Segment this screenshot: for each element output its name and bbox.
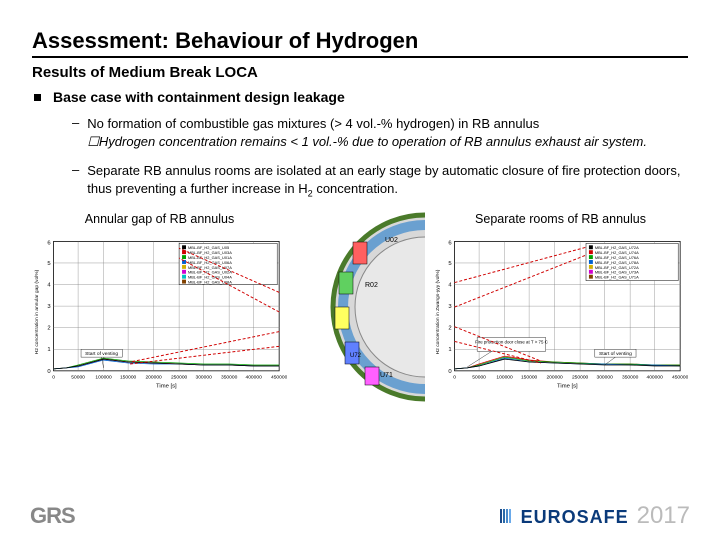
svg-text:400000: 400000 (646, 374, 663, 380)
svg-text:250000: 250000 (572, 374, 589, 380)
svg-text:3: 3 (448, 304, 452, 310)
svg-text:Time [s]: Time [s] (557, 383, 578, 389)
svg-text:6: 6 (47, 240, 51, 246)
svg-text:350000: 350000 (221, 374, 238, 380)
svg-text:450000: 450000 (271, 374, 287, 380)
chart-right-block: Separate rooms of RB annulus H2 concentr… (433, 212, 688, 407)
svg-text:300000: 300000 (195, 374, 212, 380)
bullet-dot (34, 94, 41, 101)
slide-subtitle: Results of Medium Break LOCA (32, 64, 688, 81)
svg-text:2: 2 (47, 325, 50, 331)
svg-text:U71: U71 (380, 372, 393, 379)
svg-text:0: 0 (453, 374, 456, 380)
svg-text:450000: 450000 (672, 374, 688, 380)
svg-text:R02: R02 (365, 282, 378, 289)
sub-bullet-1: – No formation of combustible gas mixtur… (72, 115, 688, 150)
svg-text:5: 5 (47, 260, 51, 266)
svg-text:1: 1 (47, 347, 50, 353)
svg-text:350000: 350000 (622, 374, 639, 380)
svg-text:100000: 100000 (496, 374, 513, 380)
slide-title: Assessment: Behaviour of Hydrogen (32, 28, 688, 58)
svg-text:MBL-BF_H2_GAS_U71A: MBL-BF_H2_GAS_U71A (595, 274, 639, 279)
svg-text:1: 1 (448, 347, 451, 353)
annulus-diagram-svg: U02 R02 U71 U72 (295, 212, 425, 402)
svg-text:Fire protection door close at: Fire protection door close at T > 75 C (475, 339, 549, 344)
svg-text:100000: 100000 (95, 374, 112, 380)
svg-text:150000: 150000 (521, 374, 538, 380)
bullet-dash: – (72, 162, 79, 177)
footer: GRS EUROSAFE 2017 (0, 502, 720, 530)
charts-container: Annular gap of RB annulus H2 concentrati… (32, 212, 688, 407)
svg-text:U72: U72 (350, 353, 362, 359)
svg-text:4: 4 (448, 282, 452, 288)
svg-text:2: 2 (448, 325, 451, 331)
svg-text:H2 concentration in Zwangs-yyy: H2 concentration in Zwangs-yyy (vol%) (435, 269, 441, 354)
chart-left-svg: H2 concentration in annular gap (vol%) (32, 232, 287, 392)
chart-left-title: Annular gap of RB annulus (32, 212, 287, 226)
svg-text:150000: 150000 (120, 374, 137, 380)
svg-text:MBL-BF_H2_GAS_U08A: MBL-BF_H2_GAS_U08A (188, 279, 232, 284)
eurosafe-year: 2017 (637, 502, 690, 530)
chart-right-svg: H2 concentration in Zwangs-yyy (vol%) 0 1… (433, 232, 688, 392)
svg-text:6: 6 (448, 240, 452, 246)
svg-text:5: 5 (448, 260, 452, 266)
svg-text:0: 0 (52, 374, 55, 380)
svg-text:0: 0 (47, 368, 51, 374)
center-diagram: U02 R02 U71 U72 (295, 212, 425, 407)
chart-right-title: Separate rooms of RB annulus (433, 212, 688, 226)
logo-eurosafe: EUROSAFE 2017 (500, 502, 690, 530)
sub-bullet-2: – Separate RB annulus rooms are isolated… (72, 162, 688, 199)
eurosafe-bars-icon (500, 509, 511, 523)
svg-text:300000: 300000 (596, 374, 613, 380)
svg-text:50000: 50000 (472, 374, 486, 380)
svg-text:200000: 200000 (145, 374, 162, 380)
svg-text:H2 concentration in annular ga: H2 concentration in annular gap (vol%) (34, 269, 40, 354)
svg-text:U02: U02 (385, 237, 398, 244)
bullet1-text: Base case with containment design leakag… (53, 89, 345, 105)
svg-text:Start of venting: Start of venting (85, 351, 118, 357)
svg-text:Time [s]: Time [s] (156, 383, 177, 389)
sub-bullet-1-text: No formation of combustible gas mixtures… (87, 115, 647, 150)
svg-text:250000: 250000 (171, 374, 188, 380)
svg-text:Start of venting: Start of venting (599, 351, 632, 357)
svg-text:200000: 200000 (546, 374, 563, 380)
svg-text:3: 3 (47, 304, 51, 310)
svg-text:400000: 400000 (245, 374, 262, 380)
bullet-level1: Base case with containment design leakag… (34, 89, 688, 105)
svg-text:4: 4 (47, 282, 51, 288)
eurosafe-text: EUROSAFE (521, 507, 629, 528)
logo-grs: GRS (30, 503, 75, 529)
sub-bullet-2-text: Separate RB annulus rooms are isolated a… (87, 162, 688, 199)
svg-text:50000: 50000 (71, 374, 85, 380)
bullet-dash: – (72, 115, 79, 130)
svg-text:0: 0 (448, 368, 452, 374)
chart-left-block: Annular gap of RB annulus H2 concentrati… (32, 212, 287, 407)
